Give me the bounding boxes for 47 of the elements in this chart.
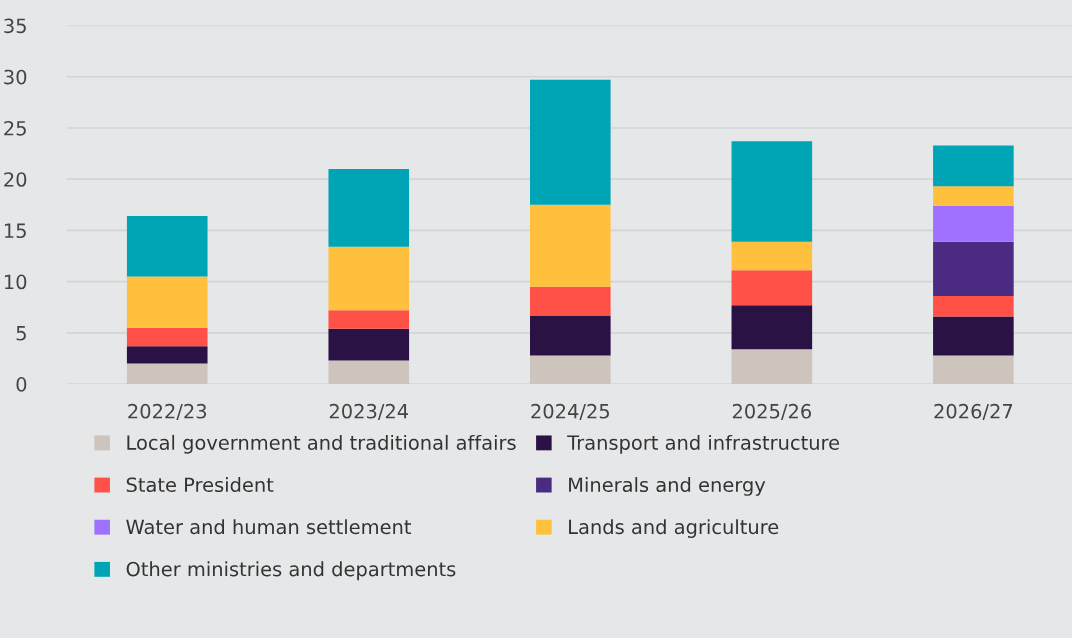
bar (530, 355, 611, 385)
bar (126, 363, 208, 385)
legend-label: Water and human settlement (126, 519, 412, 535)
y-tick-label: 15 (4, 223, 26, 239)
y-tick-label: 20 (4, 172, 27, 187)
bar (126, 276, 208, 328)
bar (933, 145, 1014, 187)
bar (933, 316, 1014, 356)
legend-label: Transport and infrastructure (567, 434, 840, 454)
y-tick-label: 5 (16, 326, 26, 341)
bar (328, 168, 410, 247)
legend-label: Lands and agriculture (569, 519, 779, 538)
bar (328, 360, 410, 385)
x-tick-label: 2026/27 (934, 403, 1013, 421)
x-tick-label: 2022/23 (128, 403, 207, 421)
bar (731, 141, 813, 242)
bar (933, 295, 1014, 317)
bar (731, 305, 813, 350)
bar (126, 327, 208, 347)
x-tick-label: 2023/24 (329, 403, 409, 421)
bar (328, 328, 410, 361)
bar (530, 79, 611, 205)
bar (933, 355, 1014, 385)
legend-label: Other ministries and departments (126, 561, 456, 581)
y-tick-label: 10 (4, 274, 27, 290)
bar (731, 270, 813, 306)
x-tick-label: 2025/26 (732, 403, 811, 421)
legend-label: Local government and traditional affairs (127, 434, 516, 454)
y-tick-label: 25 (4, 120, 26, 136)
bar (731, 241, 813, 271)
y-tick-label: 35 (4, 18, 26, 34)
bar (126, 216, 208, 277)
bar (933, 205, 1014, 242)
bar (328, 246, 410, 311)
x-tick-label: 2024/25 (531, 403, 609, 421)
bar (933, 186, 1014, 206)
bar (328, 310, 410, 329)
bar (933, 241, 1014, 296)
bar (126, 346, 208, 364)
y-tick-label: 30 (4, 69, 27, 85)
bar (530, 204, 611, 287)
legend-label: Minerals and energy (569, 477, 766, 496)
y-tick-label: 0 (16, 377, 27, 392)
bar (530, 286, 611, 316)
bar (530, 315, 611, 356)
legend-label: State President (126, 477, 274, 493)
bar (731, 349, 813, 385)
